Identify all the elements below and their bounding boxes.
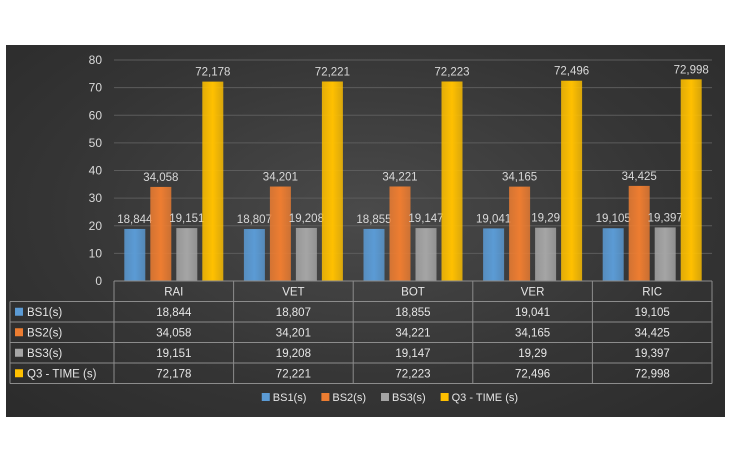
data-label: 72,998 (674, 64, 709, 76)
bar-ver-4 (561, 80, 583, 281)
table-row-header: BS2(s) (27, 327, 62, 339)
bar-ric-1 (602, 228, 624, 281)
legend-swatch (381, 393, 390, 401)
bar-ric-3 (654, 227, 676, 281)
legend-label: BS1(s) (273, 392, 307, 404)
bar-vet-1 (243, 229, 265, 281)
x-tick-label: VER (521, 286, 545, 298)
data-label: 18,807 (237, 214, 272, 226)
data-label: 72,496 (554, 66, 589, 78)
legend-label: BS2(s) (332, 392, 366, 404)
data-label: 19,397 (648, 212, 683, 224)
data-label: 19,208 (289, 213, 324, 225)
table-row-header: Q3 - TIME (s) (27, 368, 97, 380)
bar-vet-3 (295, 227, 317, 281)
bar-vet-2 (269, 186, 291, 281)
table-cell: 72,223 (395, 368, 430, 380)
y-tick-label: 10 (89, 246, 103, 260)
table-cell: 34,201 (276, 327, 311, 339)
bar-vet-4 (321, 81, 343, 281)
x-tick-label: VET (282, 286, 304, 298)
bar-bot-1 (363, 228, 385, 281)
bar-rai-3 (176, 228, 198, 281)
table-cell: 18,807 (276, 307, 311, 319)
legend-label: Q3 - TIME (s) (452, 392, 518, 404)
data-label: 19,041 (476, 213, 511, 225)
y-tick-label: 70 (89, 81, 103, 95)
table-cell: 34,165 (515, 327, 550, 339)
table-legend-key (15, 369, 23, 378)
table-cell: 34,425 (635, 327, 670, 339)
data-label: 34,201 (263, 172, 298, 184)
bar-bot-2 (389, 186, 411, 281)
table-cell: 19,105 (635, 307, 670, 319)
data-label: 34,425 (622, 171, 657, 183)
bar-ric-2 (628, 185, 650, 281)
table-cell: 72,998 (635, 368, 670, 380)
data-label: 34,058 (143, 172, 178, 184)
table-cell: 19,041 (515, 307, 550, 319)
y-tick-label: 60 (89, 108, 103, 122)
table-row-header: BS3(s) (27, 348, 62, 360)
table-cell: 18,844 (156, 307, 192, 319)
legend-swatch (261, 393, 270, 401)
y-tick-label: 0 (95, 274, 102, 288)
chart-panel: 0 10 20 30 40 50 60 70 80 18,844 34,058 19,151 72,17… (6, 45, 725, 417)
data-label: 72,223 (434, 66, 469, 78)
x-tick-label: RIC (642, 286, 662, 298)
bar-ver-1 (483, 228, 505, 281)
table-cell: 19,151 (156, 348, 191, 360)
x-tick-label: RAI (164, 286, 183, 298)
data-label: 19,151 (169, 213, 204, 225)
bar-ver-2 (509, 186, 531, 281)
legend-swatch (440, 393, 449, 401)
bar-ver-3 (535, 227, 557, 281)
data-label: 72,178 (195, 67, 230, 79)
table-row-header: BS1(s) (27, 307, 62, 319)
table-cell: 34,058 (156, 327, 191, 339)
table-cell: 72,496 (515, 368, 550, 380)
y-tick-label: 40 (89, 164, 103, 178)
data-label: 72,221 (315, 66, 350, 78)
table-cell: 19,29 (518, 348, 547, 360)
bar-chart: 0 10 20 30 40 50 60 70 80 18,844 34,058 19,151 72,17… (9, 53, 713, 404)
table-cell: 19,147 (395, 348, 430, 360)
bar-bot-4 (441, 81, 463, 281)
data-label: 19,29 (531, 213, 560, 225)
bar-rai-1 (124, 228, 146, 281)
data-label: 18,855 (356, 214, 391, 226)
table-cell: 72,221 (276, 368, 311, 380)
bar-ric-4 (680, 79, 702, 282)
data-label: 19,105 (596, 213, 631, 225)
x-tick-label: BOT (401, 286, 425, 298)
legend-swatch (321, 393, 330, 401)
table-cell: 19,397 (635, 348, 670, 360)
table-legend-key (15, 328, 23, 337)
data-label: 34,221 (382, 171, 417, 183)
y-tick-label: 80 (89, 53, 103, 67)
data-label: 34,165 (502, 172, 537, 184)
data-label: 18,844 (117, 214, 153, 226)
data-label: 19,147 (408, 213, 443, 225)
y-tick-label: 50 (89, 136, 103, 150)
bar-rai-2 (150, 186, 172, 281)
table-legend-key (15, 307, 23, 316)
table-cell: 72,178 (156, 368, 191, 380)
y-tick-label: 30 (89, 191, 103, 205)
table-cell: 34,221 (395, 327, 430, 339)
table-cell: 18,855 (395, 307, 430, 319)
table-legend-key (15, 348, 23, 357)
bar-bot-3 (415, 228, 437, 281)
table-cell: 19,208 (276, 348, 311, 360)
y-tick-label: 20 (89, 219, 103, 233)
bar-rai-4 (202, 81, 224, 281)
legend-label: BS3(s) (392, 392, 426, 404)
